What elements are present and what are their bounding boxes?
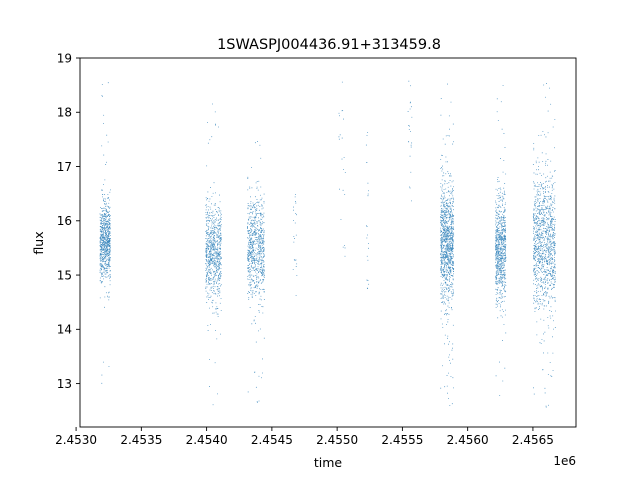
x-axis-label: time [314, 455, 343, 470]
x-tick-label: 2.4555 [381, 433, 423, 447]
season-points [440, 83, 455, 407]
season-points [247, 141, 265, 403]
season-points [365, 131, 370, 289]
x-tick-label: 2.4565 [512, 433, 554, 447]
season-points [292, 193, 298, 296]
season-points [338, 81, 346, 257]
x-tick-label: 2.4545 [251, 433, 293, 447]
y-tick-label: 15 [57, 268, 72, 282]
scatter-points [99, 80, 556, 408]
x-tick-label: 2.4540 [186, 433, 228, 447]
x-tick-label: 2.4560 [447, 433, 489, 447]
y-tick-label: 13 [57, 377, 72, 391]
y-tick-label: 18 [57, 106, 72, 120]
chart-title: 1SWASPJ004436.91+313459.8 [217, 37, 441, 53]
plot-frame [79, 57, 577, 428]
y-axis-label: flux [31, 231, 46, 254]
season-points [205, 103, 222, 406]
y-tick-label: 16 [57, 214, 72, 228]
season-points [99, 82, 111, 384]
x-tick-label: 2.4535 [120, 433, 162, 447]
y-tick-label: 17 [57, 160, 72, 174]
y-axis: 13 14 15 16 17 18 19 [57, 51, 80, 391]
season-points [532, 83, 556, 408]
x-offset-label: 1e6 [553, 454, 576, 468]
x-tick-label: 2.4530 [55, 433, 97, 447]
season-points [495, 85, 507, 396]
x-axis: 2.4530 2.4535 2.4540 2.4545 2.4550 2.4555 2.45… [55, 427, 554, 447]
x-tick-label: 2.4550 [316, 433, 358, 447]
season-points [407, 80, 413, 202]
y-tick-label: 14 [57, 323, 72, 337]
y-tick-label: 19 [57, 51, 72, 65]
